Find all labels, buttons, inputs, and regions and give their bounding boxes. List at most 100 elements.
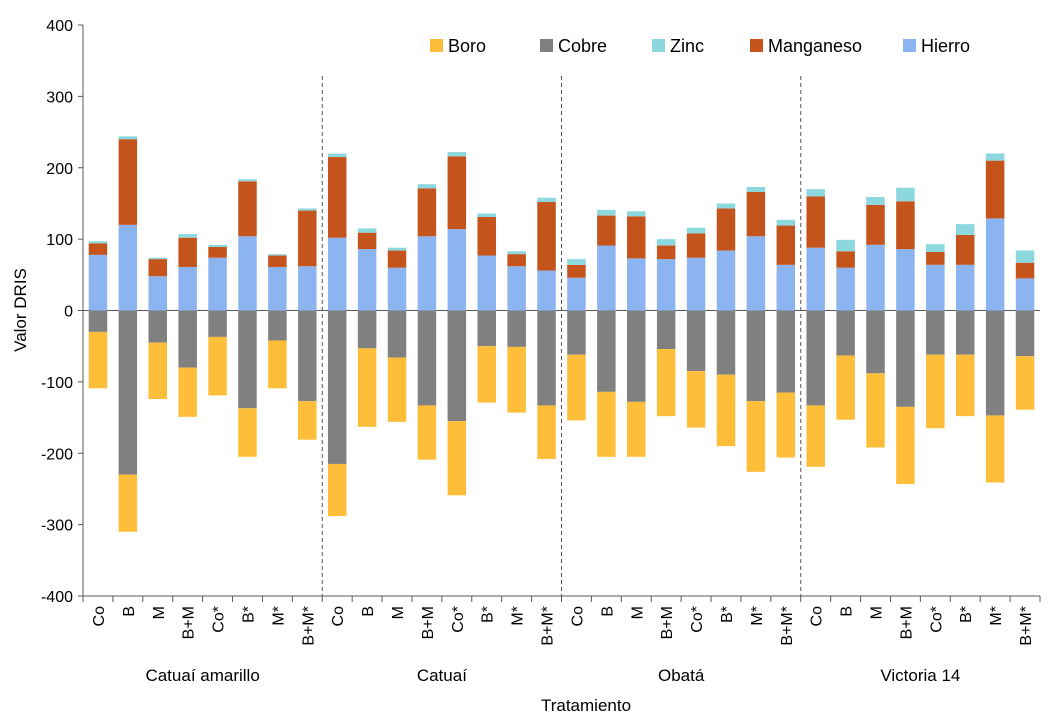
bar-manganeso <box>537 202 556 271</box>
bar-hierro <box>178 266 197 311</box>
group-label: Catuaí <box>417 666 467 685</box>
bar-manganeso <box>178 237 197 267</box>
bar-hierro <box>477 255 496 311</box>
x-tick-label: B* <box>240 606 257 623</box>
bar-boro <box>357 348 377 427</box>
x-tick-label: B+M* <box>1018 606 1035 646</box>
bar-zinc <box>208 244 227 247</box>
bar-zinc <box>866 197 885 205</box>
bar-boro <box>327 463 347 517</box>
legend-label: Boro <box>448 36 486 56</box>
bar-boro <box>746 401 766 472</box>
y-tick-label: 300 <box>46 89 73 106</box>
bar-cobre <box>926 310 945 355</box>
bar-zinc <box>776 219 796 226</box>
y-tick-label: 400 <box>46 18 73 35</box>
bar-boro <box>118 474 138 532</box>
x-tick-label: B <box>121 606 138 617</box>
bar-hierro <box>926 264 945 311</box>
bar-zinc <box>955 224 975 235</box>
bar-manganeso <box>836 251 855 268</box>
bar-manganeso <box>477 216 496 256</box>
bar-cobre <box>955 310 975 355</box>
y-tick-label: -400 <box>41 589 73 606</box>
bar-boro <box>238 408 257 457</box>
bar-zinc <box>985 153 1005 161</box>
x-tick-label: B* <box>480 606 497 623</box>
bar-hierro <box>357 249 377 311</box>
bar-cobre <box>866 310 885 374</box>
legend-label: Zinc <box>670 36 704 56</box>
bar-boro <box>148 342 168 400</box>
x-tick-label: M <box>151 606 168 619</box>
bar-boro <box>88 331 108 389</box>
bar-manganeso <box>507 254 526 267</box>
bar-zinc <box>507 251 526 255</box>
bar-zinc <box>357 228 377 233</box>
bar-zinc <box>148 257 168 260</box>
legend-label: Cobre <box>558 36 607 56</box>
bar-hierro <box>208 257 227 311</box>
bar-cobre <box>357 310 377 349</box>
bar-manganeso <box>327 157 347 238</box>
bar-boro <box>866 373 885 448</box>
x-tick-label: B <box>839 606 856 617</box>
bar-hierro <box>148 276 168 311</box>
bar-cobre <box>806 310 825 406</box>
bar-manganeso <box>88 243 108 255</box>
bar-cobre <box>148 310 168 343</box>
bar-cobre <box>746 310 766 402</box>
bar-cobre <box>686 310 706 372</box>
bar-cobre <box>298 310 317 402</box>
bar-boro <box>178 367 197 417</box>
y-tick-label: -300 <box>41 518 73 535</box>
bar-manganeso <box>1015 262 1035 279</box>
y-tick-label: -200 <box>41 446 73 463</box>
bar-manganeso <box>238 181 257 237</box>
bar-boro <box>776 392 796 458</box>
bar-hierro <box>776 264 796 311</box>
x-tick-label: Co* <box>450 606 467 633</box>
x-tick-label: Co <box>569 606 586 627</box>
legend-swatch <box>903 39 916 52</box>
group-label: Victoria 14 <box>880 666 960 685</box>
bar-cobre <box>238 310 257 409</box>
bar-boro <box>507 346 526 413</box>
legend-swatch <box>540 39 553 52</box>
bar-manganeso <box>746 192 766 237</box>
bar-manganeso <box>118 139 138 225</box>
y-tick-label: 100 <box>46 232 73 249</box>
bar-hierro <box>447 229 467 311</box>
x-tick-label: B+M* <box>540 606 557 646</box>
bar-hierro <box>1015 278 1035 311</box>
bar-hierro <box>866 244 885 311</box>
bar-boro <box>836 355 855 420</box>
bar-hierro <box>686 257 706 311</box>
bar-zinc <box>806 189 825 197</box>
bar-zinc <box>417 184 437 189</box>
bar-boro <box>417 405 437 460</box>
y-axis-title: Valor DRIS <box>11 268 30 352</box>
bar-boro <box>447 421 467 496</box>
x-tick-label: M* <box>988 606 1005 626</box>
bar-manganeso <box>955 234 975 265</box>
bar-zinc <box>537 197 556 203</box>
bar-zinc <box>926 244 945 252</box>
bar-manganeso <box>716 208 736 251</box>
bar-cobre <box>1015 310 1035 357</box>
bar-manganeso <box>148 259 168 277</box>
bar-hierro <box>238 236 257 311</box>
bar-zinc <box>268 254 287 256</box>
bar-boro <box>896 406 915 484</box>
x-tick-label: Co* <box>689 606 706 633</box>
bar-manganeso <box>627 216 646 259</box>
bar-zinc <box>567 259 586 265</box>
x-tick-label: B+M <box>181 606 198 639</box>
bar-zinc <box>88 241 108 244</box>
bar-zinc <box>597 209 616 216</box>
legend-label: Hierro <box>921 36 970 56</box>
x-tick-label: Co* <box>928 606 945 633</box>
x-tick-label: M <box>390 606 407 619</box>
legend-label: Manganeso <box>768 36 862 56</box>
